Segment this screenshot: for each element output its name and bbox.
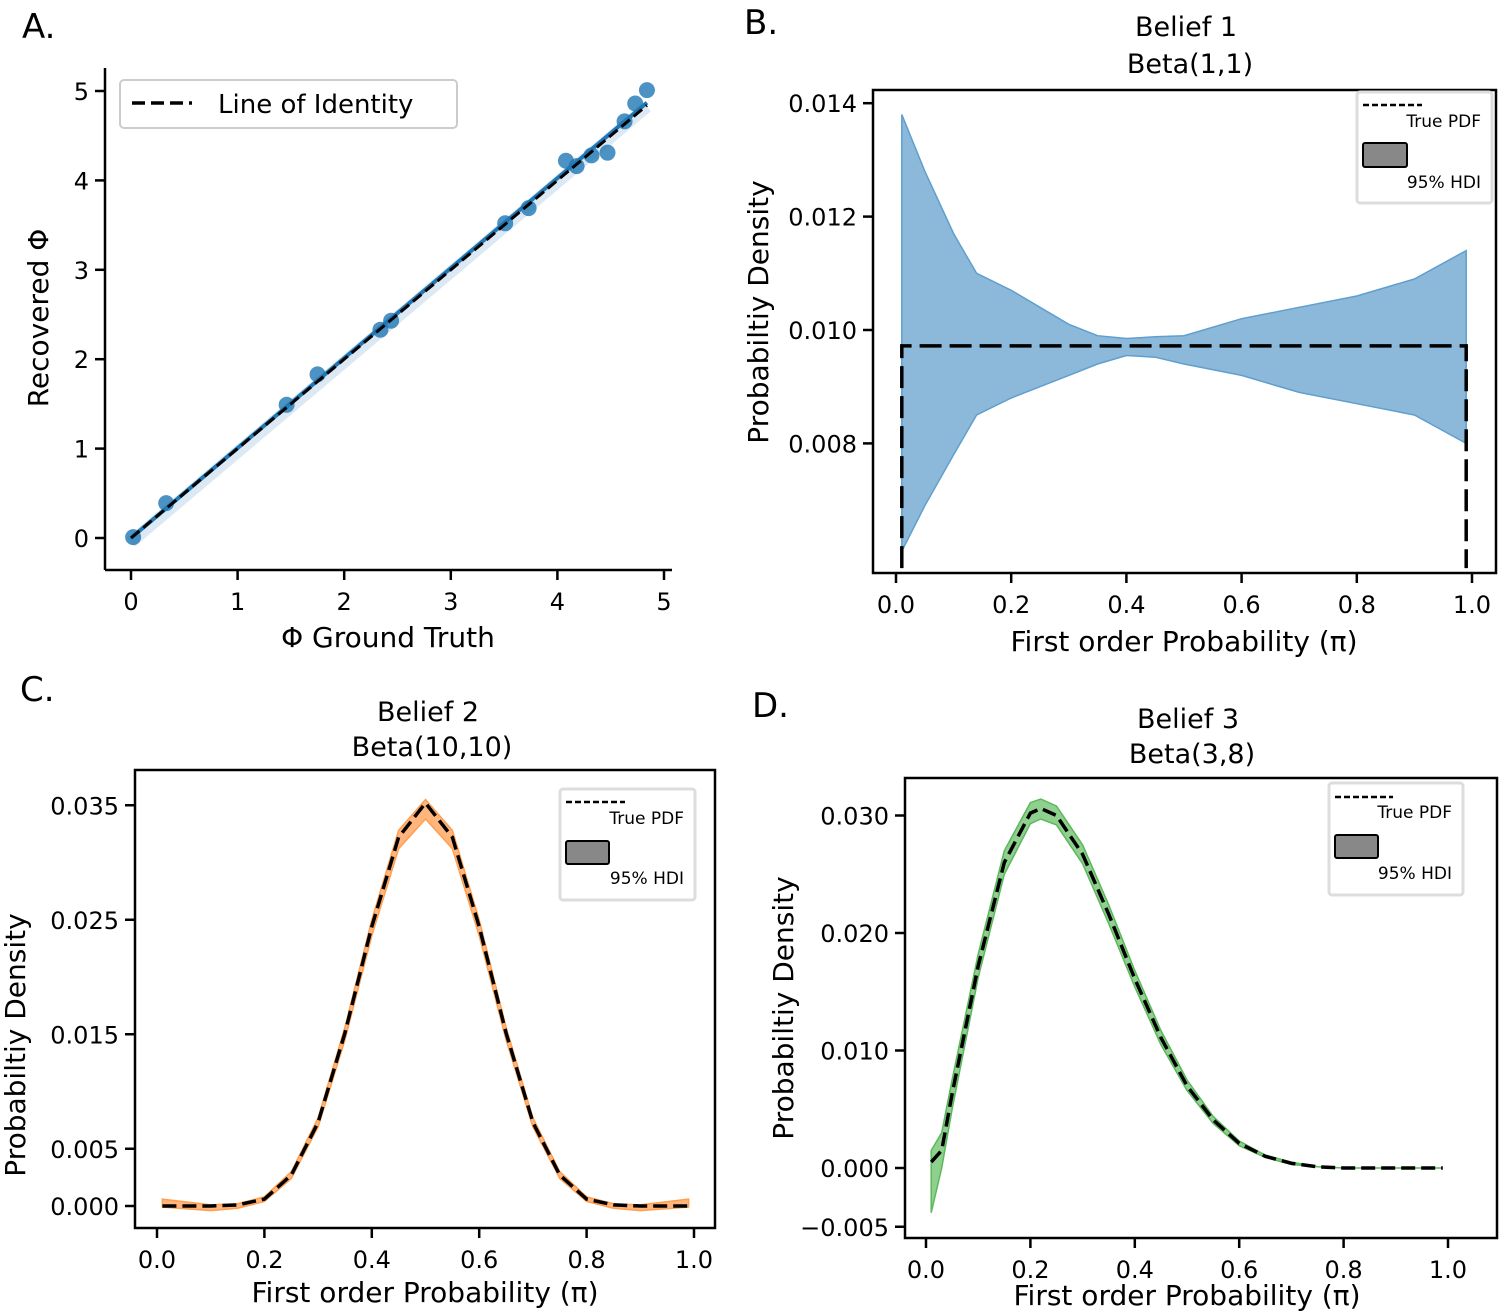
title-b-line1: Belief 1: [1135, 12, 1237, 43]
legend-true-pdf-label: True PDF: [1376, 803, 1452, 823]
y-tick-label: 0.020: [820, 920, 889, 948]
x-tick-label: 0.8: [1338, 591, 1376, 619]
y-tick-label: 0.015: [50, 1021, 119, 1049]
y-tick-label: 0.010: [820, 1038, 889, 1066]
axes-frame: [903, 776, 1499, 1240]
y-tick-label: 0.012: [788, 204, 857, 232]
x-tick-label: 0.2: [245, 1246, 283, 1274]
x-tick-label: 0.0: [877, 591, 915, 619]
true-pdf-line: [929, 806, 1443, 1170]
x-tick-label: 0.4: [1116, 1256, 1154, 1284]
data-point: [638, 82, 655, 99]
y-tick-label: 0.025: [50, 907, 119, 935]
data-point: [599, 144, 616, 161]
xlabel-c: First order Probability (π): [251, 1276, 598, 1309]
x-tick-label: 1.0: [675, 1246, 713, 1274]
legend-true-pdf-label: True PDF: [1405, 112, 1481, 132]
x-tick-label: 0.6: [1223, 591, 1261, 619]
x-tick-label: 0.4: [1107, 591, 1145, 619]
title-b-line2: Beta(1,1): [1127, 49, 1253, 80]
x-tick-label: 4: [550, 588, 565, 616]
legend-identity-label: Line of Identity: [218, 90, 413, 120]
x-tick-label: 0.8: [568, 1246, 606, 1274]
panel-label-b: B.: [744, 3, 778, 43]
x-tick-label: 2: [337, 588, 352, 616]
x-tick-label: 3: [443, 588, 458, 616]
x-tick-label: 0.6: [1220, 1256, 1258, 1284]
x-tick-label: 0.0: [907, 1256, 945, 1284]
legend-b: True PDF 95% HDI: [1355, 90, 1494, 205]
y-tick-label: 0.030: [820, 803, 889, 831]
identity-line: [130, 104, 648, 540]
legend-true-pdf-label: True PDF: [608, 809, 684, 829]
ylabel-b: Probabiltiy Density: [742, 180, 775, 443]
y-tick-label: 5: [74, 78, 89, 106]
true-pdf-line: [900, 344, 1468, 569]
y-tick-label: 0.008: [788, 430, 857, 458]
x-tick-label: 0.2: [1011, 1256, 1049, 1284]
panel-label-a: A.: [22, 7, 55, 47]
x-tick-label: 0.6: [460, 1246, 498, 1274]
plot-b: 0.0 0.2 0.4 0.6 0.8 1.0 0.014 0.012 0.010 0.008: [788, 88, 1498, 619]
y-tick-label: 0.014: [788, 90, 857, 118]
y-tick-label: 3: [74, 257, 89, 285]
plot-c: 0.0 0.2 0.4 0.6 0.8 1.0 0.035 0.025 0.015 0.005 0.…: [50, 768, 717, 1274]
y-tick-label: 0.000: [50, 1193, 119, 1221]
y-tick-label: 0.035: [50, 792, 119, 820]
ylabel-c: Probabiltiy Density: [0, 913, 32, 1176]
legend-hdi-swatch: [1334, 834, 1379, 859]
x-tick-label: 1.0: [1453, 591, 1491, 619]
x-tick-label: 0.8: [1325, 1256, 1363, 1284]
plot-d: 0.0 0.2 0.4 0.6 0.8 1.0 0.030 0.020 0.010 0.000 −0…: [800, 776, 1499, 1284]
y-tick-label: −0.005: [800, 1214, 889, 1242]
y-tick-label: 4: [74, 167, 89, 195]
xlabel-b: First order Probability (π): [1010, 625, 1357, 658]
title-c-line2: Beta(10,10): [352, 732, 513, 763]
y-tick-label: 0.010: [788, 317, 857, 345]
xlabel-a: Φ Ground Truth: [281, 621, 495, 654]
y-tick-label: 0.000: [820, 1155, 889, 1183]
legend-d: True PDF 95% HDI: [1327, 781, 1465, 897]
xlabel-d: First order Probability (π): [1013, 1279, 1360, 1312]
legend-c: True PDF 95% HDI: [558, 787, 697, 902]
legend-hdi-label: 95% HDI: [1378, 864, 1452, 884]
x-tick-label: 0.4: [353, 1246, 391, 1274]
true-pdf-line: [162, 800, 689, 1208]
x-tick-label: 1.0: [1429, 1256, 1467, 1284]
axes-frame: [871, 88, 1498, 575]
plot-a: 0 1 2 3 4 5 0 1 2 3 4 5: [74, 68, 672, 616]
legend-hdi-swatch: [565, 840, 610, 865]
x-tick-label: 5: [656, 588, 671, 616]
title-c-line1: Belief 2: [377, 697, 479, 728]
title-d-line2: Beta(3,8): [1129, 739, 1255, 770]
ylabel-d: Probabiltiy Density: [767, 876, 800, 1139]
x-tick-label: 1: [230, 588, 245, 616]
x-tick-label: 0.0: [138, 1246, 176, 1274]
panel-label-d: D.: [752, 686, 789, 726]
y-tick-label: 1: [74, 436, 89, 464]
legend-hdi-label: 95% HDI: [1407, 173, 1481, 193]
x-tick-label: 0: [123, 588, 138, 616]
legend-hdi-swatch: [1362, 142, 1408, 168]
legend-a: Line of Identity: [119, 79, 458, 129]
y-tick-label: 0.005: [50, 1136, 119, 1164]
panel-label-c: C.: [20, 670, 55, 710]
ylabel-a: Recovered Φ: [22, 229, 55, 408]
hdi-band: [930, 798, 1443, 1213]
y-tick-label: 0: [74, 525, 89, 553]
axes-frame: [133, 768, 717, 1230]
legend-hdi-label: 95% HDI: [610, 869, 684, 889]
x-tick-label: 0.2: [992, 591, 1030, 619]
title-d-line1: Belief 3: [1137, 704, 1239, 735]
y-tick-label: 2: [74, 346, 89, 374]
